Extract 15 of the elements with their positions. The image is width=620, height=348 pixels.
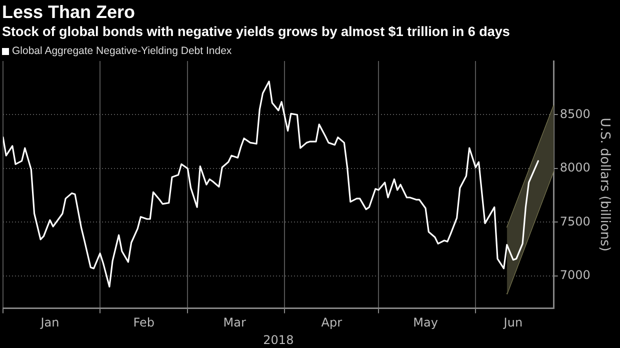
x-axis-title: 2018 (263, 332, 294, 347)
y-axis-title: U.S. dollars (billions) (596, 118, 612, 252)
x-tick-label: Jun (502, 316, 523, 330)
x-tick-label: Mar (223, 316, 246, 330)
x-tick-label: May (413, 316, 438, 330)
y-tick-label: 8500 (560, 106, 590, 121)
x-tick-label: Apr (321, 316, 342, 330)
y-tick-label: 7500 (560, 214, 590, 228)
y-tick-label: 8000 (560, 160, 590, 175)
x-tick-label: Feb (133, 316, 154, 330)
chart-subtitle: Stock of global bonds with negative yields grows by almost $1 trillion in 6 days (2, 24, 510, 39)
legend-label: Global Aggregate Negative-Yielding Debt Index (12, 45, 232, 57)
y-tick-label: 7000 (560, 268, 590, 282)
x-tick-label: Jan (40, 316, 60, 330)
chart-title: Less Than Zero (2, 2, 136, 23)
